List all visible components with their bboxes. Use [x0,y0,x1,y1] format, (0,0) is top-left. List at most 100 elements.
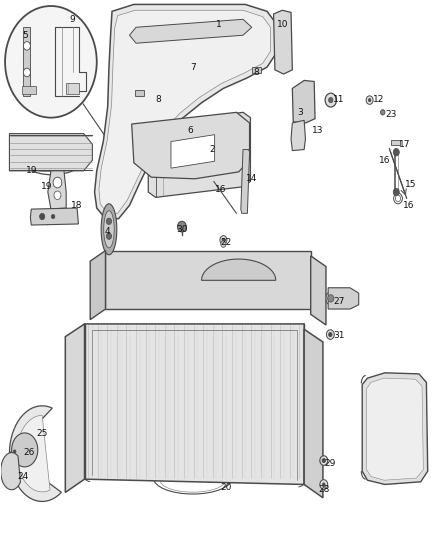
Text: 15: 15 [405,180,417,189]
Text: 23: 23 [386,110,397,119]
Text: 30: 30 [176,225,187,234]
Polygon shape [311,256,326,325]
Polygon shape [66,83,79,94]
Circle shape [106,218,112,224]
Circle shape [177,221,186,232]
Polygon shape [48,171,66,209]
Circle shape [320,456,328,465]
Circle shape [372,424,379,433]
Polygon shape [10,134,92,171]
Circle shape [328,98,333,103]
Circle shape [320,480,328,489]
Polygon shape [101,204,117,255]
Polygon shape [19,140,43,148]
Polygon shape [104,211,114,248]
Circle shape [13,450,16,453]
Polygon shape [23,27,30,96]
Text: 2: 2 [210,145,215,154]
Polygon shape [30,208,78,225]
Circle shape [221,241,226,247]
Circle shape [222,238,225,241]
Circle shape [369,421,382,437]
Circle shape [368,99,371,102]
Polygon shape [12,433,38,467]
Text: 27: 27 [333,296,345,305]
Text: 18: 18 [71,201,83,210]
Circle shape [15,438,34,462]
Text: 9: 9 [70,15,76,24]
Text: 19: 19 [41,182,52,191]
Text: 16: 16 [403,201,415,210]
Text: 4: 4 [105,228,110,237]
Text: 12: 12 [373,94,384,103]
Polygon shape [392,140,400,146]
Circle shape [39,213,45,220]
Text: 20: 20 [220,482,231,491]
Polygon shape [274,10,292,74]
Text: 25: 25 [36,430,48,439]
Circle shape [396,195,401,201]
Text: 16: 16 [379,156,391,165]
Text: 29: 29 [325,459,336,467]
Circle shape [393,149,399,156]
Circle shape [393,188,399,196]
Text: 19: 19 [25,166,37,175]
Text: 8: 8 [155,94,161,103]
Text: 5: 5 [22,31,28,40]
Circle shape [298,108,304,115]
Polygon shape [132,112,250,179]
Circle shape [328,333,332,337]
Text: 31: 31 [333,331,345,340]
Polygon shape [65,324,85,492]
Polygon shape [292,80,315,123]
Text: 11: 11 [333,94,345,103]
Circle shape [12,448,18,455]
Circle shape [220,236,227,244]
Circle shape [322,483,325,486]
Polygon shape [252,67,261,73]
Polygon shape [362,373,427,484]
Circle shape [381,110,385,115]
Polygon shape [99,10,271,213]
Text: 10: 10 [276,20,288,29]
Circle shape [19,443,30,457]
Circle shape [54,191,61,199]
Polygon shape [21,86,35,94]
Circle shape [325,93,336,107]
Polygon shape [171,135,215,168]
Polygon shape [148,112,251,197]
Polygon shape [241,150,250,213]
Polygon shape [95,4,276,219]
Text: 28: 28 [318,485,329,494]
Polygon shape [201,259,276,280]
Polygon shape [17,415,50,492]
Circle shape [5,6,97,118]
Circle shape [23,68,30,77]
Circle shape [51,214,55,219]
Text: 14: 14 [246,174,258,183]
Polygon shape [106,251,311,309]
Circle shape [53,177,62,188]
Polygon shape [291,120,305,151]
Text: 16: 16 [215,185,227,194]
Text: 6: 6 [188,126,194,135]
Circle shape [326,330,334,340]
Polygon shape [328,288,359,309]
Text: 1: 1 [216,20,222,29]
Polygon shape [1,453,21,490]
Text: 17: 17 [399,140,410,149]
Polygon shape [367,378,424,480]
Polygon shape [304,329,323,498]
Circle shape [106,233,112,239]
Text: 7: 7 [190,63,196,71]
Text: 22: 22 [220,238,231,247]
Polygon shape [85,324,304,484]
Circle shape [328,295,334,302]
Text: 26: 26 [23,448,35,457]
Circle shape [322,458,325,463]
Text: 24: 24 [17,472,28,481]
Text: 3: 3 [297,108,303,117]
Text: 8: 8 [253,68,259,77]
Circle shape [23,42,30,50]
Polygon shape [130,19,252,43]
